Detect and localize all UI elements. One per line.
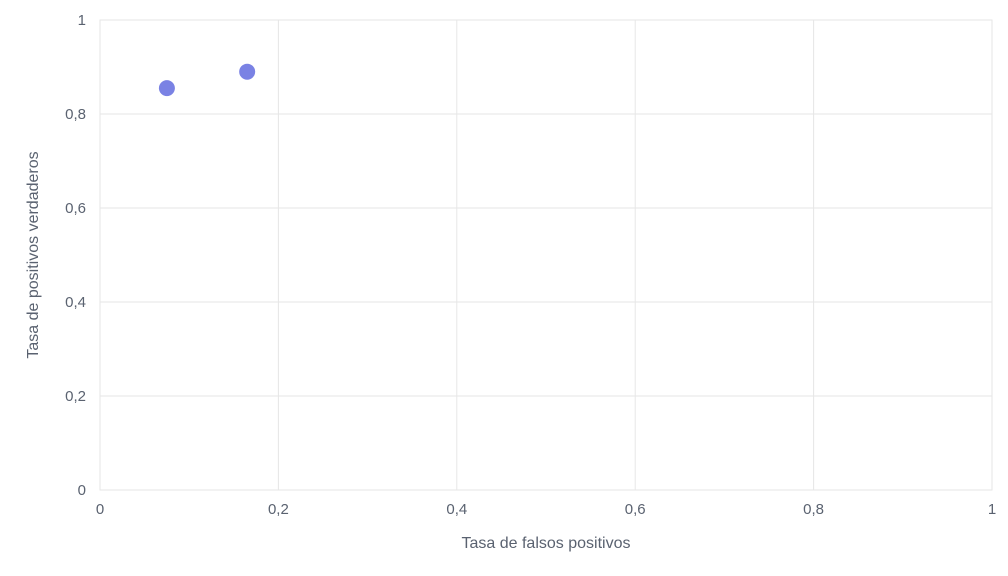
x-tick-label: 1 — [988, 501, 996, 518]
chart-svg: 0 0,2 0,4 0,6 0,8 1 0 0,2 0,4 0,6 0,8 1 Tasa de fals… — [0, 0, 1008, 576]
y-tick-label: 0,2 — [65, 388, 86, 405]
x-tick-label: 0,2 — [268, 501, 289, 518]
plot-border — [100, 20, 992, 490]
x-tick-label: 0 — [96, 501, 104, 518]
data-point — [239, 64, 255, 80]
y-tick-label: 0 — [78, 482, 86, 499]
x-axis-label: Tasa de falsos positivos — [462, 535, 631, 552]
x-tick-label: 0,8 — [803, 501, 824, 518]
data-point — [159, 80, 175, 96]
y-axis-label: Tasa de positivos verdaderos — [25, 151, 42, 358]
x-tick-label: 0,4 — [446, 501, 467, 518]
roc-scatter-chart: 0 0,2 0,4 0,6 0,8 1 0 0,2 0,4 0,6 0,8 1 Tasa de fals… — [0, 0, 1008, 576]
y-tick-label: 0,8 — [65, 106, 86, 123]
y-tick-label: 1 — [78, 12, 86, 29]
x-tick-label: 0,6 — [625, 501, 646, 518]
y-tick-label: 0,6 — [65, 200, 86, 217]
y-tick-label: 0,4 — [65, 294, 86, 311]
